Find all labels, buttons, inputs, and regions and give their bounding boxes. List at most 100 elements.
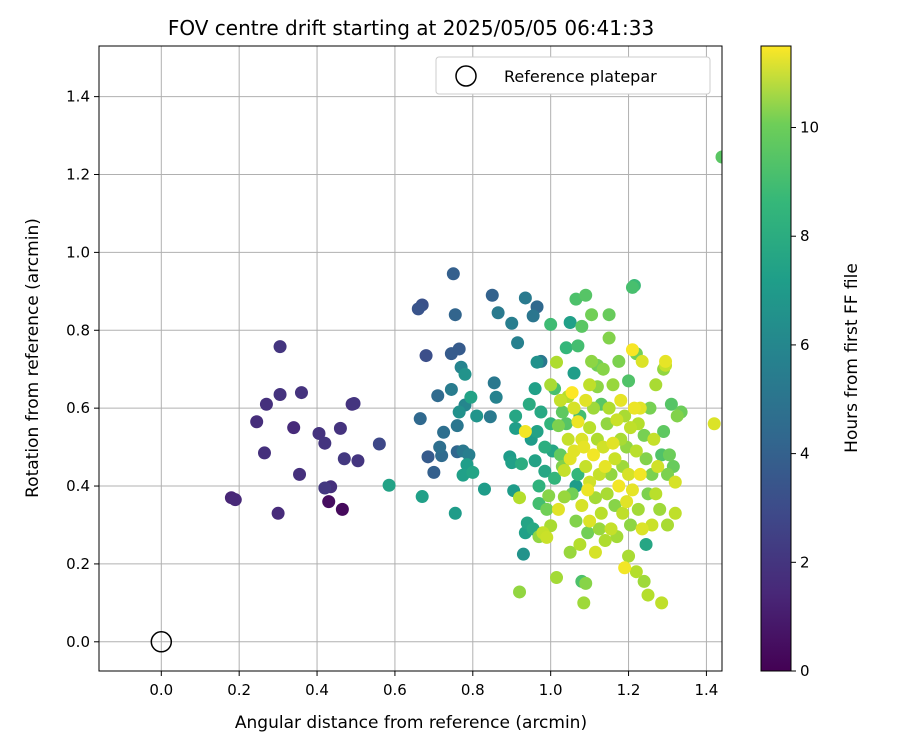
data-point <box>633 467 647 481</box>
data-point <box>542 489 556 503</box>
data-point <box>271 506 285 520</box>
data-point <box>610 413 624 427</box>
data-point <box>635 522 649 536</box>
data-point <box>559 341 573 355</box>
data-point <box>257 446 271 460</box>
data-point <box>312 426 326 440</box>
data-point <box>415 490 429 504</box>
data-point <box>347 396 361 410</box>
data-point <box>322 495 336 509</box>
data-point <box>579 288 593 302</box>
data-point <box>505 316 519 330</box>
data-point <box>649 378 663 392</box>
data-point <box>602 308 616 322</box>
data-point <box>553 393 567 407</box>
colorbar-tick-label: 0 <box>800 662 810 680</box>
data-point <box>555 405 569 419</box>
data-point <box>293 467 307 481</box>
data-point <box>641 588 655 602</box>
data-point <box>259 397 273 411</box>
data-point <box>477 482 491 496</box>
data-point <box>662 448 676 462</box>
data-point <box>657 425 671 439</box>
data-point <box>602 401 616 415</box>
legend-box <box>435 56 711 95</box>
data-point <box>540 502 554 516</box>
data-point <box>614 393 628 407</box>
data-point <box>647 432 661 446</box>
data-point <box>612 479 626 493</box>
data-point <box>228 493 242 507</box>
colorbar-tick-label: 8 <box>800 227 810 245</box>
data-point <box>437 425 451 439</box>
data-point <box>466 465 480 479</box>
data-point <box>606 436 620 450</box>
data-point <box>511 336 525 350</box>
data-point <box>528 454 542 468</box>
data-point <box>433 440 447 454</box>
colorbar-tick-label: 4 <box>800 445 810 463</box>
grid-lines <box>99 46 722 671</box>
data-point <box>622 467 636 481</box>
y-tick-label: 0.8 <box>66 321 90 339</box>
data-point <box>581 483 595 497</box>
data-point <box>335 502 349 516</box>
data-point <box>518 291 532 305</box>
data-point <box>413 412 427 426</box>
data-point <box>664 397 678 411</box>
x-tick-label: 0.2 <box>227 681 251 699</box>
data-point <box>579 393 593 407</box>
data-point <box>487 376 501 390</box>
data-point <box>659 354 673 368</box>
x-axis-label: Angular distance from reference (arcmin) <box>235 713 587 733</box>
x-tick-label: 0.0 <box>149 681 173 699</box>
data-point <box>351 454 365 468</box>
data-point <box>513 585 527 599</box>
data-point <box>588 545 602 559</box>
data-point <box>577 440 591 454</box>
data-point <box>567 401 581 415</box>
data-point <box>557 490 571 504</box>
data-point <box>625 343 639 357</box>
data-point <box>569 514 583 528</box>
data-point <box>616 506 630 520</box>
data-point <box>446 267 460 281</box>
y-tick-label: 1.2 <box>66 166 90 184</box>
data-point <box>505 456 519 470</box>
data-point <box>462 448 476 462</box>
y-tick-label: 0.0 <box>66 633 90 651</box>
x-axis-ticks: 0.0 0.2 0.4 0.6 0.8 1.0 1.2 1.4 <box>149 671 718 699</box>
data-point <box>581 526 595 540</box>
data-point <box>606 378 620 392</box>
data-point <box>448 506 462 520</box>
data-point <box>655 596 669 610</box>
y-axis-label: Rotation from reference (arcmin) <box>23 218 43 498</box>
data-point <box>587 448 601 462</box>
y-tick-label: 0.6 <box>66 399 90 417</box>
data-point <box>563 545 577 559</box>
colorbar-tick-label: 2 <box>800 553 810 571</box>
data-point <box>431 389 445 403</box>
legend-open-circle-icon <box>455 65 477 87</box>
data-point <box>637 574 651 588</box>
data-point <box>464 390 478 404</box>
x-tick-label: 1.0 <box>539 681 563 699</box>
data-point <box>538 464 552 478</box>
data-point <box>318 481 332 495</box>
data-point <box>623 518 637 532</box>
data-point <box>516 547 530 561</box>
data-point <box>612 354 626 368</box>
data-point <box>583 514 597 528</box>
data-point <box>639 452 653 466</box>
data-point <box>567 366 581 380</box>
data-point <box>528 382 542 396</box>
data-point <box>567 444 581 458</box>
data-point <box>629 565 643 579</box>
data-point <box>643 401 657 415</box>
data-point <box>596 362 610 376</box>
data-point <box>294 386 308 400</box>
x-tick-label: 0.4 <box>305 681 329 699</box>
colorbar: 0 2 4 6 8 10 Hours from first FF file <box>760 45 862 680</box>
data-point <box>544 317 558 331</box>
data-point <box>631 502 645 516</box>
